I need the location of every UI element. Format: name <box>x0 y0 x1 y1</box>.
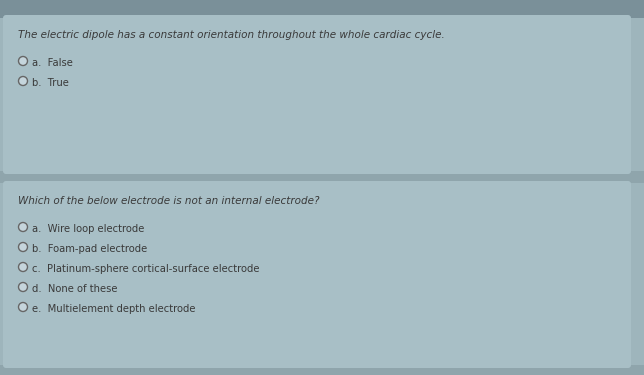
Circle shape <box>19 57 28 66</box>
Circle shape <box>19 282 28 291</box>
FancyBboxPatch shape <box>0 365 644 375</box>
Text: e.  Multielement depth electrode: e. Multielement depth electrode <box>32 304 196 314</box>
Circle shape <box>19 243 28 252</box>
Circle shape <box>19 76 28 86</box>
Text: d.  None of these: d. None of these <box>32 284 117 294</box>
FancyBboxPatch shape <box>3 15 631 174</box>
FancyBboxPatch shape <box>0 171 644 183</box>
Text: The electric dipole has a constant orientation throughout the whole cardiac cycl: The electric dipole has a constant orien… <box>18 30 445 40</box>
Text: b.  Foam-pad electrode: b. Foam-pad electrode <box>32 244 147 254</box>
Text: c.  Platinum-sphere cortical-surface electrode: c. Platinum-sphere cortical-surface elec… <box>32 264 260 274</box>
Text: b.  True: b. True <box>32 78 69 88</box>
Text: a.  False: a. False <box>32 58 73 68</box>
Text: a.  Wire loop electrode: a. Wire loop electrode <box>32 224 144 234</box>
Text: Which of the below electrode is not an internal electrode?: Which of the below electrode is not an i… <box>18 196 319 206</box>
Circle shape <box>19 222 28 231</box>
Circle shape <box>19 262 28 272</box>
FancyBboxPatch shape <box>0 0 644 18</box>
FancyBboxPatch shape <box>3 181 631 368</box>
Circle shape <box>19 303 28 312</box>
